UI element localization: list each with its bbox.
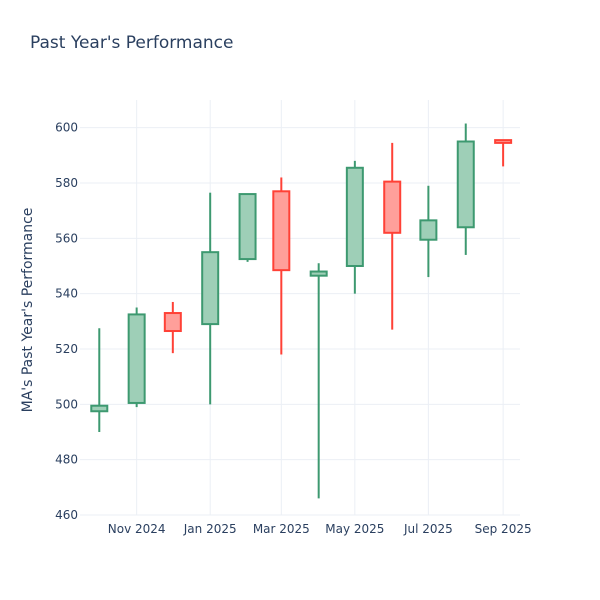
- candle-decreasing: [383, 142, 402, 330]
- x-tick-label: Jan 2025: [183, 522, 237, 536]
- candle-increasing: [238, 193, 257, 262]
- candle-increasing: [127, 307, 146, 408]
- candle-body: [456, 140, 475, 229]
- candle-increasing: [309, 263, 328, 499]
- x-tick-label: May 2025: [325, 522, 384, 536]
- candle-body: [419, 219, 438, 241]
- y-tick-label: 540: [55, 287, 78, 301]
- y-tick-label: 560: [55, 231, 78, 245]
- y-tick-label: 600: [55, 121, 78, 135]
- y-tick-label: 480: [55, 453, 78, 467]
- candle-body: [90, 404, 109, 413]
- candle-decreasing: [163, 301, 182, 354]
- x-tick-label: Jul 2025: [403, 522, 453, 536]
- x-tick-label: Sep 2025: [475, 522, 532, 536]
- candle-body: [494, 139, 513, 144]
- candle-body: [309, 270, 328, 277]
- candle-increasing: [201, 192, 220, 405]
- candle-increasing: [345, 160, 364, 294]
- candle-increasing: [456, 123, 475, 255]
- y-tick-label: 520: [55, 342, 78, 356]
- candle-decreasing: [272, 177, 291, 355]
- candle-body: [383, 180, 402, 234]
- y-axis-label: MA's Past Year's Performance: [20, 208, 36, 413]
- candle-body: [272, 190, 291, 272]
- chart-title: Past Year's Performance: [30, 33, 234, 53]
- y-tick-label: 580: [55, 176, 78, 190]
- axis-layer: 460 480 500 520 540 560 580 600 Nov 2024 Jan 2025…: [55, 121, 532, 536]
- candle-layer: [90, 123, 513, 499]
- x-tick-label: Nov 2024: [108, 522, 166, 536]
- y-tick-label: 460: [55, 508, 78, 522]
- grid-layer: [80, 100, 520, 516]
- candle-body: [238, 193, 257, 261]
- candle-body: [345, 166, 364, 268]
- candle-increasing: [90, 328, 109, 432]
- candle-body: [127, 313, 146, 404]
- x-tick-label: Mar 2025: [253, 522, 310, 536]
- candle-body: [201, 251, 220, 326]
- y-tick-label: 500: [55, 397, 78, 411]
- candle-increasing: [419, 185, 438, 278]
- candle-decreasing: [494, 139, 513, 167]
- candle-body: [163, 312, 182, 333]
